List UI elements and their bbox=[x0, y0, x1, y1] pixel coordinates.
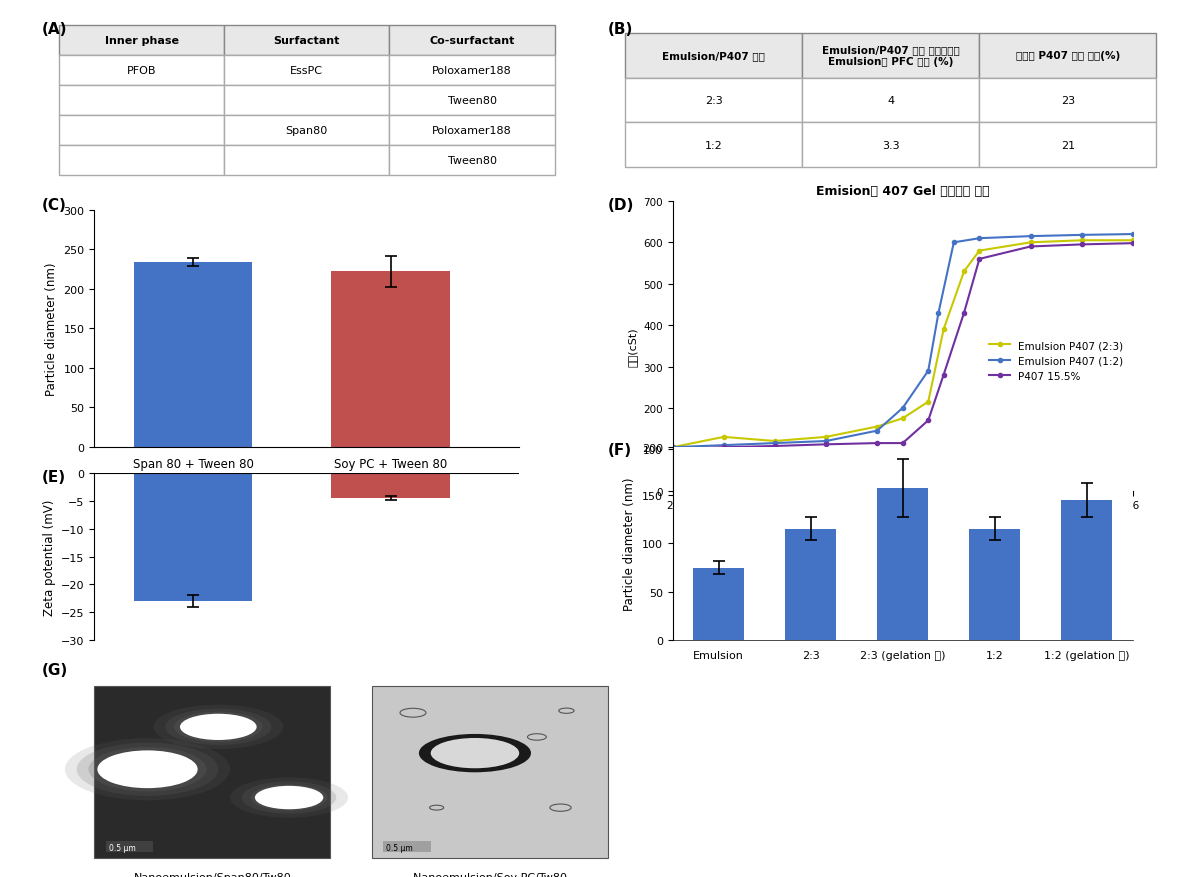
Bar bbox=[970, 529, 1020, 640]
Line: P407 15.5%: P407 15.5% bbox=[670, 242, 1135, 452]
FancyBboxPatch shape bbox=[106, 841, 153, 852]
P407 15.5% bbox=[666, 445, 680, 455]
Bar bbox=[332, 474, 450, 498]
Bar bbox=[133, 262, 253, 447]
Y-axis label: Zeta potential (mV): Zeta potential (mV) bbox=[42, 499, 55, 615]
Text: Nanoemulsion/Span80/Tw80: Nanoemulsion/Span80/Tw80 bbox=[133, 873, 291, 877]
P407 15.5% bbox=[937, 370, 951, 381]
P407 15.5% bbox=[1126, 239, 1140, 249]
Text: 0.5 μm: 0.5 μm bbox=[386, 843, 413, 852]
Y-axis label: Particle diameter (nm): Particle diameter (nm) bbox=[45, 262, 58, 396]
Line: Emulsion P407 (1:2): Emulsion P407 (1:2) bbox=[670, 232, 1135, 450]
Emulsion P407 (2:3) bbox=[716, 432, 730, 443]
P407 15.5% bbox=[870, 438, 884, 449]
Y-axis label: Particle diameter (nm): Particle diameter (nm) bbox=[623, 477, 636, 610]
Ellipse shape bbox=[65, 738, 230, 801]
Y-axis label: 점도(cSt): 점도(cSt) bbox=[628, 326, 637, 367]
P407 15.5% bbox=[957, 308, 971, 318]
FancyBboxPatch shape bbox=[372, 687, 608, 858]
Ellipse shape bbox=[77, 743, 218, 796]
Circle shape bbox=[255, 786, 323, 809]
Circle shape bbox=[419, 734, 531, 773]
Emulsion P407 (2:3) bbox=[1126, 236, 1140, 246]
Text: (G): (G) bbox=[41, 662, 67, 677]
Circle shape bbox=[242, 781, 336, 814]
Text: 0.5 μm: 0.5 μm bbox=[109, 843, 136, 852]
Circle shape bbox=[165, 709, 271, 745]
Emulsion P407 (2:3) bbox=[937, 324, 951, 335]
P407 15.5% bbox=[1075, 239, 1089, 251]
Emulsion P407 (2:3) bbox=[972, 246, 986, 257]
Emulsion P407 (1:2) bbox=[1126, 230, 1140, 240]
Line: Emulsion P407 (2:3): Emulsion P407 (2:3) bbox=[670, 239, 1135, 450]
Emulsion P407 (2:3) bbox=[819, 432, 833, 443]
P407 15.5% bbox=[896, 438, 910, 449]
Emulsion P407 (1:2) bbox=[819, 436, 833, 446]
Emulsion P407 (1:2) bbox=[896, 403, 910, 414]
Circle shape bbox=[179, 714, 257, 740]
Bar bbox=[786, 529, 835, 640]
Circle shape bbox=[153, 705, 283, 749]
P407 15.5% bbox=[922, 416, 936, 426]
Emulsion P407 (1:2) bbox=[768, 438, 782, 449]
Emulsion P407 (1:2) bbox=[666, 442, 680, 453]
Emulsion P407 (1:2) bbox=[972, 233, 986, 244]
Emulsion P407 (2:3) bbox=[666, 442, 680, 453]
Text: (D): (D) bbox=[608, 197, 634, 212]
Text: (A): (A) bbox=[41, 22, 67, 37]
Emulsion P407 (2:3) bbox=[896, 414, 910, 424]
Legend: Emulsion P407 (2:3), Emulsion P407 (1:2), P407 15.5%: Emulsion P407 (2:3), Emulsion P407 (1:2)… bbox=[985, 337, 1128, 385]
Bar bbox=[1062, 500, 1112, 640]
Text: (F): (F) bbox=[608, 443, 631, 458]
P407 15.5% bbox=[972, 254, 986, 265]
X-axis label: 온도(°C): 온도(°C) bbox=[885, 517, 920, 526]
Bar bbox=[878, 488, 927, 640]
Circle shape bbox=[250, 785, 328, 810]
Emulsion P407 (2:3) bbox=[1023, 238, 1037, 248]
Text: Nanoemulsion/Soy PC/Tw80: Nanoemulsion/Soy PC/Tw80 bbox=[413, 873, 566, 877]
Emulsion P407 (1:2) bbox=[1075, 231, 1089, 241]
Emulsion P407 (1:2) bbox=[716, 440, 730, 451]
Text: (C): (C) bbox=[41, 197, 66, 212]
Circle shape bbox=[431, 738, 519, 768]
Bar bbox=[694, 568, 743, 640]
Title: Emision과 407 Gel 혼합액의 점도: Emision과 407 Gel 혼합액의 점도 bbox=[815, 185, 990, 198]
Emulsion P407 (2:3) bbox=[768, 436, 782, 446]
Emulsion P407 (1:2) bbox=[870, 426, 884, 437]
Emulsion P407 (1:2) bbox=[946, 238, 961, 248]
Text: (B): (B) bbox=[608, 22, 634, 37]
Circle shape bbox=[175, 712, 262, 742]
P407 15.5% bbox=[768, 441, 782, 452]
Bar bbox=[133, 474, 253, 602]
Circle shape bbox=[230, 777, 348, 817]
Emulsion P407 (2:3) bbox=[922, 397, 936, 408]
Bar bbox=[332, 272, 450, 447]
Text: (E): (E) bbox=[41, 469, 65, 484]
Emulsion P407 (2:3) bbox=[1075, 236, 1089, 246]
Emulsion P407 (1:2) bbox=[931, 308, 945, 318]
Emulsion P407 (1:2) bbox=[922, 366, 936, 376]
Emulsion P407 (1:2) bbox=[1023, 232, 1037, 242]
Ellipse shape bbox=[97, 751, 198, 788]
P407 15.5% bbox=[716, 442, 730, 453]
Emulsion P407 (2:3) bbox=[957, 267, 971, 277]
P407 15.5% bbox=[1023, 242, 1037, 253]
Emulsion P407 (2:3) bbox=[870, 422, 884, 432]
P407 15.5% bbox=[819, 439, 833, 450]
FancyBboxPatch shape bbox=[384, 841, 431, 852]
FancyBboxPatch shape bbox=[94, 687, 330, 858]
Ellipse shape bbox=[88, 747, 206, 792]
